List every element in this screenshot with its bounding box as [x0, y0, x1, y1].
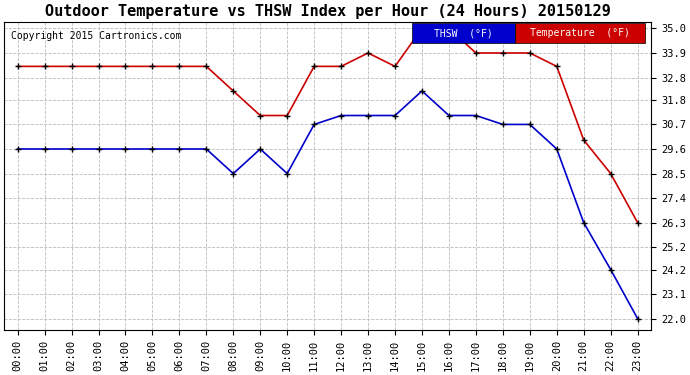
Text: Copyright 2015 Cartronics.com: Copyright 2015 Cartronics.com — [10, 31, 181, 41]
Text: Temperature  (°F): Temperature (°F) — [530, 28, 630, 38]
Text: THSW  (°F): THSW (°F) — [434, 28, 493, 38]
Title: Outdoor Temperature vs THSW Index per Hour (24 Hours) 20150129: Outdoor Temperature vs THSW Index per Ho… — [45, 4, 611, 19]
FancyBboxPatch shape — [412, 23, 515, 43]
FancyBboxPatch shape — [515, 23, 644, 43]
